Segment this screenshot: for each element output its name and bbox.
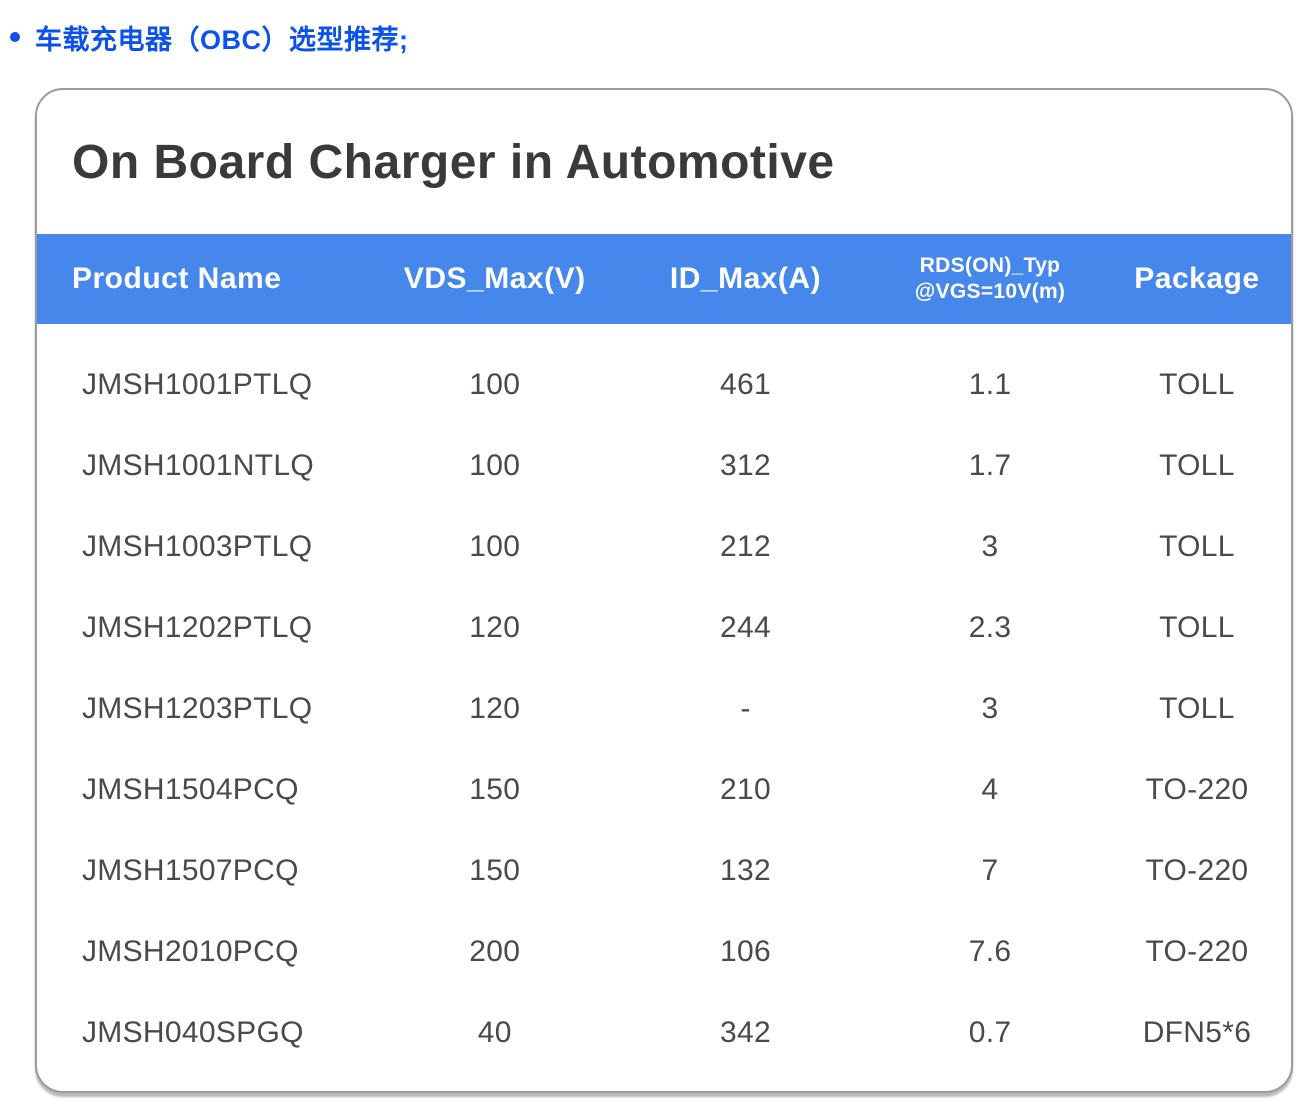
cell-rds-typ: 4 (981, 772, 999, 806)
cell-rds-typ: 1.1 (968, 367, 1012, 401)
column-header-package: Package (1134, 262, 1260, 295)
table-row: JMSH1504PCQ 150 210 4 TO-220 (37, 749, 1291, 830)
table-header-row: Product Name VDS_Max(V) ID_Max(A) RDS(ON… (37, 234, 1291, 324)
cell-product-name: JMSH1504PCQ (82, 772, 299, 806)
cell-product-name: JMSH1001PTLQ (82, 367, 313, 401)
cell-rds-typ: 0.7 (968, 1015, 1012, 1049)
column-header-rds-typ: RDS(ON)_Typ @VGS=10V(m) (877, 234, 1103, 324)
cell-rds-typ: 2.3 (968, 610, 1012, 644)
cell-id-max: 244 (720, 610, 771, 644)
bullet-icon (10, 32, 20, 42)
cell-product-name: JMSH1202PTLQ (82, 610, 313, 644)
cell-rds-typ: 7.6 (968, 934, 1012, 968)
cell-id-max: 132 (720, 853, 771, 887)
cell-product-name: JMSH1203PTLQ (82, 691, 313, 725)
cell-package: TOLL (1159, 610, 1235, 644)
table-row: JMSH1507PCQ 150 132 7 TO-220 (37, 830, 1291, 911)
cell-id-max: 212 (720, 529, 771, 563)
cell-vds-max: 120 (469, 610, 521, 644)
cell-id-max: 210 (720, 772, 771, 806)
cell-id-max: 312 (720, 448, 771, 482)
cell-vds-max: 120 (469, 691, 521, 725)
section-heading: 车载充电器（OBC）选型推荐; (0, 0, 1300, 56)
cell-rds-typ: 3 (981, 691, 999, 725)
cell-rds-typ: 3 (981, 529, 999, 563)
cell-package: TOLL (1159, 529, 1235, 563)
cell-vds-max: 100 (469, 529, 521, 563)
cell-id-max: - (740, 691, 751, 725)
table-row: JMSH1001PTLQ 100 461 1.1 TOLL (37, 344, 1291, 425)
column-header-id-max: ID_Max(A) (669, 262, 822, 295)
rds-header-line1: RDS(ON)_Typ (919, 253, 1061, 277)
table-row: JMSH040SPGQ 40 342 0.7 DFN5*6 (37, 992, 1291, 1073)
cell-id-max: 342 (720, 1015, 771, 1049)
cell-vds-max: 40 (477, 1015, 512, 1049)
table-row: JMSH1203PTLQ 120 - 3 TOLL (37, 668, 1291, 749)
cell-id-max: 106 (720, 934, 771, 968)
table-row: JMSH2010PCQ 200 106 7.6 TO-220 (37, 911, 1291, 992)
cell-product-name: JMSH1507PCQ (82, 853, 299, 887)
cell-vds-max: 100 (469, 448, 521, 482)
column-header-product-name: Product Name (72, 262, 282, 295)
cell-vds-max: 200 (469, 934, 521, 968)
table-row: JMSH1003PTLQ 100 212 3 TOLL (37, 506, 1291, 587)
rds-header-line2: @VGS=10V(m) (914, 280, 1066, 303)
table-row: JMSH1001NTLQ 100 312 1.7 TOLL (37, 425, 1291, 506)
cell-package: DFN5*6 (1142, 1015, 1252, 1049)
cell-package: TO-220 (1145, 934, 1249, 968)
obc-product-table: Product Name VDS_Max(V) ID_Max(A) RDS(ON… (37, 234, 1291, 1085)
cell-rds-typ: 7 (981, 853, 999, 887)
cell-id-max: 461 (720, 367, 771, 401)
cell-vds-max: 150 (469, 772, 521, 806)
cell-vds-max: 150 (469, 853, 521, 887)
column-header-vds-max: VDS_Max(V) (403, 262, 586, 295)
section-heading-text: 车载充电器（OBC）选型推荐; (35, 24, 409, 55)
cell-product-name: JMSH040SPGQ (82, 1015, 304, 1049)
cell-rds-typ: 1.7 (968, 448, 1012, 482)
cell-product-name: JMSH1003PTLQ (82, 529, 313, 563)
cell-product-name: JMSH2010PCQ (82, 934, 299, 968)
cell-product-name: JMSH1001NTLQ (82, 448, 315, 482)
cell-vds-max: 100 (469, 367, 521, 401)
cell-package: TOLL (1159, 691, 1235, 725)
table-row: JMSH1202PTLQ 120 244 2.3 TOLL (37, 587, 1291, 668)
obc-table-card: On Board Charger in Automotive Product N… (35, 88, 1293, 1093)
table-title: On Board Charger in Automotive (72, 135, 835, 189)
cell-package: TO-220 (1145, 772, 1249, 806)
cell-package: TOLL (1159, 448, 1235, 482)
cell-package: TOLL (1159, 367, 1235, 401)
cell-package: TO-220 (1145, 853, 1249, 887)
